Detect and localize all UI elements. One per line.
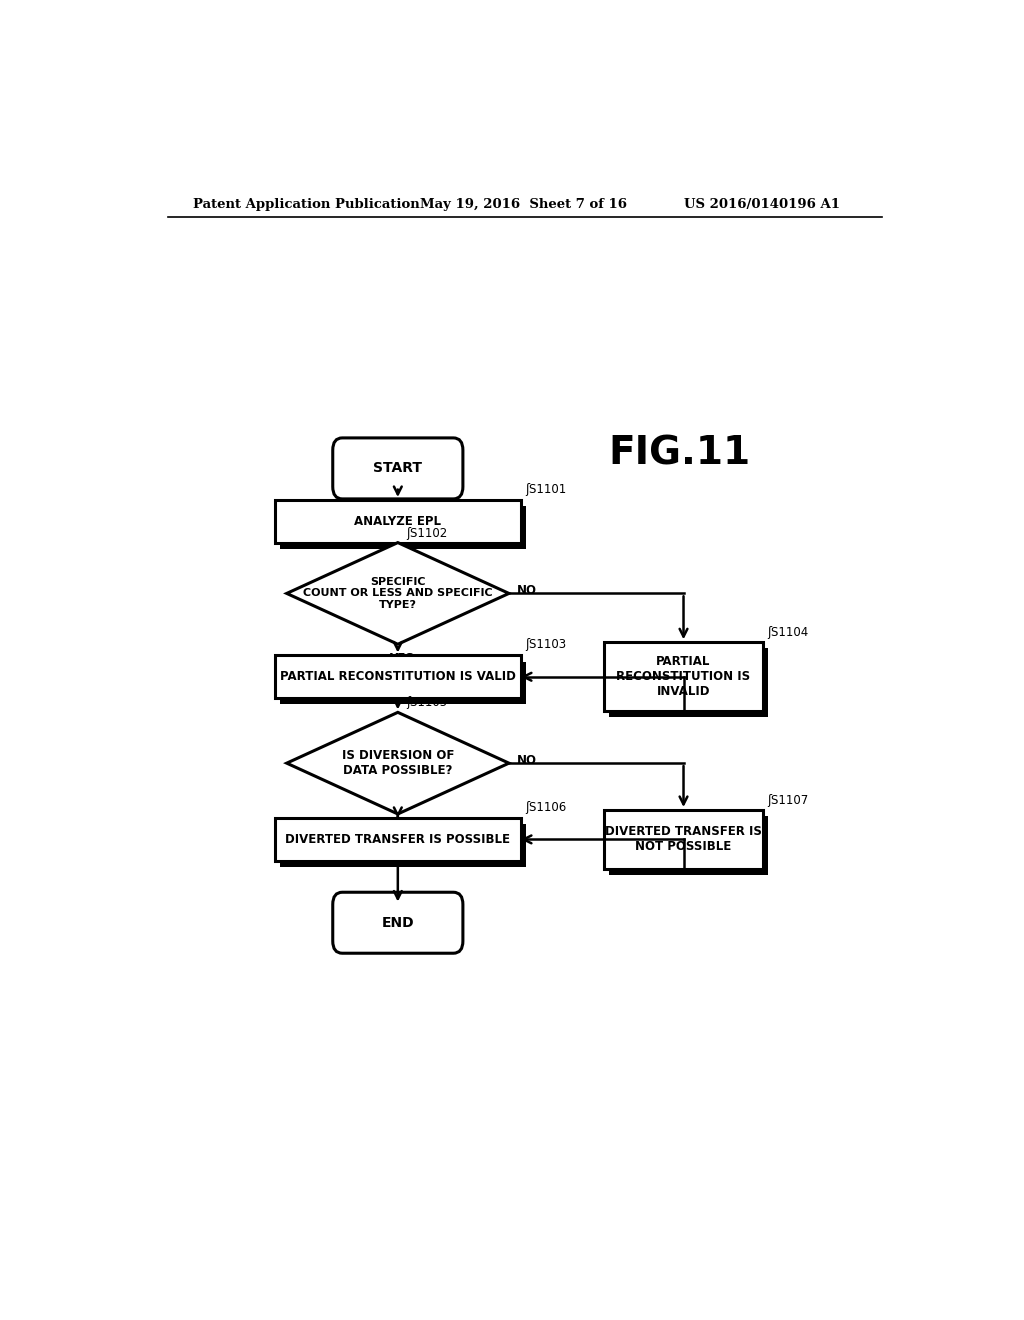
- Bar: [280, 661, 525, 704]
- Text: NO: NO: [517, 583, 537, 597]
- FancyBboxPatch shape: [333, 438, 463, 499]
- Polygon shape: [287, 713, 509, 814]
- Text: END: END: [382, 916, 414, 929]
- Text: ʃS1101: ʃS1101: [524, 483, 566, 496]
- Text: START: START: [374, 462, 422, 475]
- Text: SPECIFIC
COUNT OR LESS AND SPECIFIC
TYPE?: SPECIFIC COUNT OR LESS AND SPECIFIC TYPE…: [303, 577, 493, 610]
- Text: US 2016/0140196 A1: US 2016/0140196 A1: [684, 198, 840, 211]
- Bar: [274, 818, 521, 861]
- FancyBboxPatch shape: [333, 892, 463, 953]
- Bar: [604, 643, 763, 711]
- Text: ʃS1106: ʃS1106: [524, 801, 566, 814]
- Bar: [280, 824, 525, 867]
- Text: PARTIAL
RECONSTITUTION IS
INVALID: PARTIAL RECONSTITUTION IS INVALID: [616, 655, 751, 698]
- Text: ʃS1103: ʃS1103: [524, 639, 566, 651]
- Bar: [274, 656, 521, 698]
- Text: ʃS1105: ʃS1105: [406, 696, 446, 709]
- Bar: [274, 500, 521, 543]
- Bar: [609, 648, 768, 718]
- Text: ʃS1107: ʃS1107: [767, 793, 808, 807]
- Text: ʃS1102: ʃS1102: [406, 527, 447, 540]
- Text: DIVERTED TRANSFER IS POSSIBLE: DIVERTED TRANSFER IS POSSIBLE: [286, 833, 510, 846]
- Text: FIG.11: FIG.11: [608, 434, 751, 473]
- Bar: [609, 816, 768, 875]
- Text: PARTIAL RECONSTITUTION IS VALID: PARTIAL RECONSTITUTION IS VALID: [280, 671, 516, 684]
- Text: YES: YES: [389, 652, 415, 665]
- Text: DIVERTED TRANSFER IS
NOT POSSIBLE: DIVERTED TRANSFER IS NOT POSSIBLE: [605, 825, 762, 854]
- Text: ʃS1104: ʃS1104: [767, 626, 808, 639]
- Text: Patent Application Publication: Patent Application Publication: [194, 198, 420, 211]
- Text: May 19, 2016  Sheet 7 of 16: May 19, 2016 Sheet 7 of 16: [420, 198, 627, 211]
- Bar: [604, 810, 763, 869]
- Text: IS DIVERSION OF
DATA POSSIBLE?: IS DIVERSION OF DATA POSSIBLE?: [342, 750, 454, 777]
- Text: YES: YES: [389, 822, 415, 836]
- Polygon shape: [287, 543, 509, 644]
- Text: ANALYZE EPL: ANALYZE EPL: [354, 515, 441, 528]
- Text: NO: NO: [517, 754, 537, 767]
- Bar: [280, 506, 525, 549]
